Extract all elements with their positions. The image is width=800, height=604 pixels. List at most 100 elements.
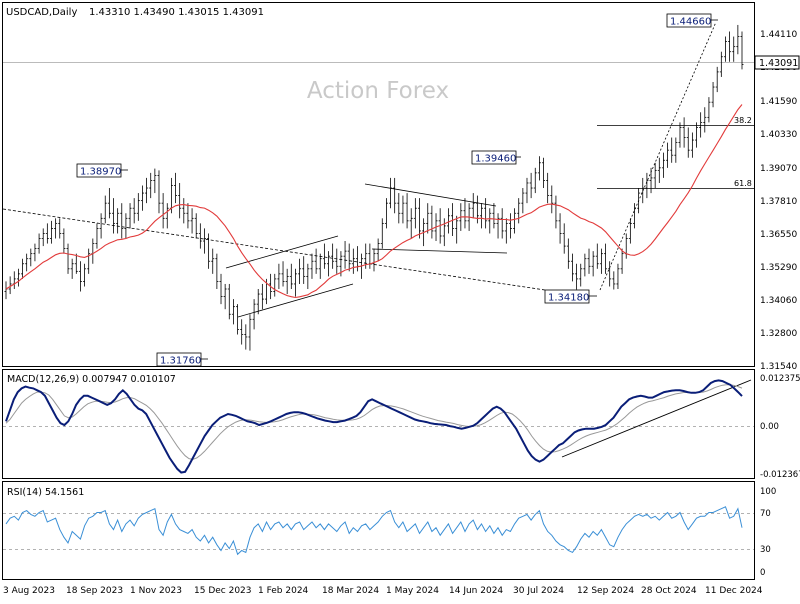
candle: [715, 66, 719, 93]
triangle-lower: [371, 248, 508, 254]
candle: [335, 248, 339, 274]
rsi-tick-label: 100: [760, 487, 776, 497]
candle: [550, 185, 554, 214]
candle: [347, 243, 351, 272]
candle: [45, 223, 49, 244]
candle: [372, 248, 376, 272]
x-tick-label: 15 Dec 2023: [194, 586, 252, 596]
long-term-trendline: [2, 208, 546, 291]
candle: [306, 263, 310, 290]
price-y-axis: 1.44110 1.42850 1.41590 1.40330 1.39070 …: [760, 30, 797, 372]
candle: [116, 208, 120, 234]
x-axis: 3 Aug 2023 18 Sep 2023 1 Nov 2023 15 Dec…: [3, 586, 763, 596]
rsi-line-layer: [5, 506, 743, 556]
candle: [153, 168, 157, 194]
moving-average-layer: [5, 104, 743, 299]
price-callouts: 1.44660 1.38970 1.39460 1.34180 1.31760: [76, 13, 718, 367]
candle: [29, 248, 33, 267]
candle: [285, 268, 289, 295]
macd-label: MACD(12,26,9) 0.007947 0.010107: [7, 374, 176, 385]
x-tick-label: 3 Aug 2023: [3, 586, 55, 596]
candle: [504, 218, 508, 244]
candle: [103, 195, 107, 224]
candle: [70, 258, 74, 279]
macd-lines-layer: [5, 379, 743, 474]
candle: [182, 198, 186, 224]
rsi-tick-label: 0: [760, 568, 765, 578]
candle: [343, 241, 347, 269]
price-tick-label: 1.35290: [760, 263, 797, 273]
candles-layer: [4, 24, 744, 351]
candle: [140, 185, 144, 211]
candle: [653, 162, 657, 189]
price-tick-label: 1.32800: [760, 329, 797, 339]
candle: [194, 213, 198, 239]
x-tick-label: 18 Mar 2024: [322, 586, 379, 596]
candle: [136, 193, 140, 221]
candle: [112, 198, 116, 234]
candle: [302, 256, 306, 284]
candle: [413, 198, 417, 229]
candle: [401, 195, 405, 224]
candle: [219, 273, 223, 305]
candle: [546, 172, 550, 204]
candle: [87, 248, 91, 274]
candle: [719, 51, 723, 77]
candle: [690, 132, 694, 158]
price-tick-label: 1.37810: [760, 197, 797, 207]
candle: [314, 248, 318, 274]
candle: [281, 261, 285, 287]
candle: [120, 203, 124, 239]
candle: [273, 273, 277, 297]
current-price-box: [754, 55, 800, 70]
candle: [393, 177, 397, 214]
x-tick-label: 1 May 2024: [386, 586, 439, 596]
candle: [157, 170, 161, 214]
candle: [480, 203, 484, 229]
callout-label: 1.34180: [548, 293, 589, 304]
candle: [409, 208, 413, 239]
candle: [513, 208, 517, 234]
x-tick-label: 28 Oct 2024: [641, 586, 697, 596]
candle: [417, 198, 421, 239]
candle: [405, 193, 409, 229]
candle: [500, 208, 504, 239]
candle: [351, 248, 355, 274]
candle: [37, 233, 41, 254]
candle: [198, 223, 202, 249]
candle: [521, 188, 525, 214]
candle: [95, 223, 99, 249]
x-tick-label: 18 Sep 2023: [66, 586, 123, 596]
moving-average-line: [5, 104, 743, 299]
price-tick-label: 1.36550: [760, 230, 797, 240]
candle: [165, 203, 169, 229]
candle: [298, 258, 302, 284]
price-tick-label: 1.41590: [760, 97, 797, 107]
candle: [608, 261, 612, 287]
candle: [149, 172, 153, 199]
candle: [711, 81, 715, 108]
candle: [240, 319, 244, 345]
candle: [496, 213, 500, 239]
candle: [620, 248, 624, 274]
candle: [554, 195, 558, 229]
candle: [41, 228, 45, 247]
callout-high-1-38970: 1.38970: [76, 163, 128, 178]
candle: [649, 167, 653, 194]
candle: [74, 253, 78, 274]
candle: [537, 156, 541, 181]
candle: [202, 228, 206, 254]
candle: [533, 167, 537, 194]
price-tick-label: 1.34060: [760, 296, 797, 306]
candle: [231, 299, 235, 325]
candle: [161, 193, 165, 229]
candle: [641, 177, 645, 204]
candle: [463, 198, 467, 229]
callout-label: 1.38970: [80, 167, 121, 178]
chart-ohlc-label: 1.43310 1.43490 1.43015 1.43091: [89, 7, 264, 18]
candle: [570, 253, 574, 282]
candle: [426, 203, 430, 234]
candle: [322, 243, 326, 269]
candle: [484, 198, 488, 229]
candle: [293, 268, 297, 297]
